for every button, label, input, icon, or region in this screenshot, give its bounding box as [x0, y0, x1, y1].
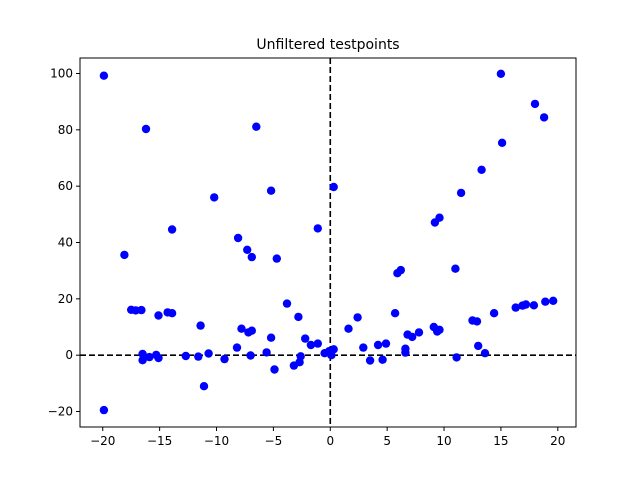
- data-point: [294, 312, 303, 322]
- data-points: [99, 69, 558, 415]
- data-point: [474, 341, 483, 351]
- y-tick-label: 100: [50, 66, 73, 80]
- data-point: [472, 317, 482, 326]
- data-point: [496, 69, 506, 79]
- x-tick-label: −10: [204, 434, 229, 448]
- data-point: [530, 99, 540, 109]
- x-tick-label: −5: [265, 434, 283, 448]
- data-point: [154, 353, 163, 363]
- data-point: [373, 340, 383, 350]
- data-point: [296, 352, 305, 361]
- data-point: [452, 353, 461, 362]
- data-point: [529, 301, 539, 310]
- data-point: [539, 113, 549, 122]
- data-point: [181, 351, 190, 361]
- data-point: [145, 352, 154, 362]
- x-tick-label: 15: [493, 434, 508, 448]
- x-tick-label: 10: [436, 434, 451, 448]
- data-point: [266, 333, 276, 342]
- data-point: [252, 122, 261, 131]
- data-point: [390, 309, 400, 318]
- y-tick-label: −20: [48, 405, 73, 419]
- x-tick-label: −20: [90, 434, 115, 448]
- data-point: [456, 188, 466, 198]
- chart-title: Unfiltered testpoints: [256, 37, 399, 53]
- y-tick-label: 60: [58, 179, 73, 193]
- data-point: [262, 348, 271, 357]
- data-point: [272, 254, 281, 263]
- data-point: [247, 326, 256, 335]
- data-point: [313, 339, 322, 348]
- data-point: [246, 351, 255, 360]
- y-tick-label: 40: [58, 236, 73, 250]
- data-point: [138, 356, 147, 365]
- data-point: [408, 332, 417, 342]
- data-point: [243, 245, 252, 254]
- data-point: [237, 324, 246, 333]
- data-point: [480, 349, 490, 358]
- data-point: [378, 355, 387, 364]
- data-point: [204, 349, 213, 358]
- data-point: [137, 305, 146, 315]
- y-tick-label: 80: [58, 123, 73, 137]
- data-point: [247, 252, 256, 262]
- plot-frame: [79, 57, 577, 428]
- data-point: [521, 300, 531, 309]
- data-point: [210, 193, 219, 202]
- data-point: [306, 340, 316, 350]
- y-axis: −20 0 20 40 60 80 100: [48, 66, 80, 419]
- data-point: [232, 343, 242, 352]
- data-point: [233, 233, 243, 243]
- data-point: [344, 324, 353, 333]
- data-point: [99, 71, 109, 80]
- data-point: [154, 311, 163, 320]
- data-point: [549, 296, 558, 305]
- data-point: [477, 165, 486, 174]
- data-point: [381, 339, 391, 348]
- x-tick-label: 20: [550, 434, 565, 448]
- data-point: [497, 138, 507, 147]
- data-point: [451, 264, 460, 273]
- x-tick-label: −15: [147, 434, 172, 448]
- data-point: [270, 365, 279, 374]
- data-point: [489, 309, 499, 318]
- y-tick-label: 0: [65, 348, 73, 362]
- data-point: [199, 382, 209, 391]
- data-point: [435, 325, 444, 334]
- data-point: [167, 225, 177, 234]
- data-point: [353, 313, 362, 322]
- data-point: [99, 405, 109, 415]
- x-tick-label: 5: [383, 434, 391, 448]
- data-point: [359, 343, 368, 352]
- data-point: [435, 213, 444, 222]
- data-point: [282, 299, 292, 308]
- data-point: [138, 349, 147, 359]
- data-point: [266, 186, 276, 195]
- reference-lines: [80, 58, 576, 427]
- x-tick-label: 0: [326, 434, 334, 448]
- data-point: [120, 250, 129, 260]
- data-point: [414, 328, 424, 337]
- data-point: [194, 352, 203, 361]
- data-point: [541, 297, 550, 306]
- data-point: [167, 309, 177, 318]
- data-point: [511, 303, 520, 312]
- data-point: [196, 321, 205, 330]
- x-axis: −20 −15 −10 −5 0 5 10 15 20: [90, 427, 565, 448]
- data-point: [301, 334, 310, 343]
- data-point: [401, 344, 410, 353]
- data-point: [313, 224, 322, 233]
- data-point: [396, 265, 405, 275]
- data-point: [141, 124, 151, 134]
- data-point: [329, 345, 338, 354]
- data-point: [329, 182, 338, 192]
- data-point: [220, 354, 229, 364]
- y-tick-label: 20: [58, 292, 73, 306]
- data-point: [365, 356, 375, 365]
